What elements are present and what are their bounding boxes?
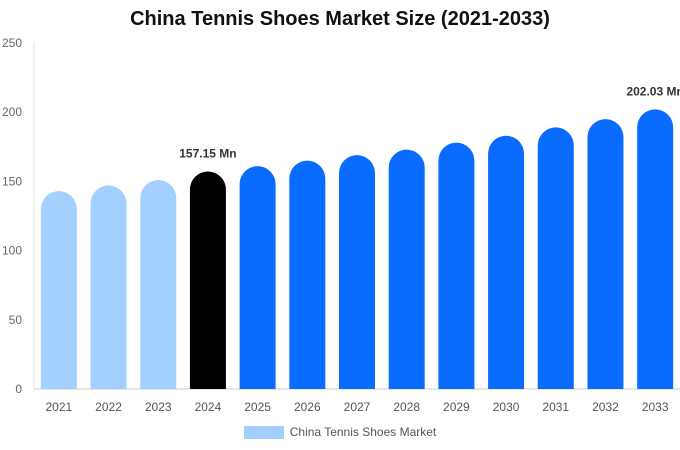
x-tick-label: 2031 [542, 400, 569, 414]
bar-2021 [40, 191, 77, 389]
bar-2027 [339, 155, 375, 389]
x-tick-label: 2022 [95, 400, 122, 414]
bar-2033 [637, 109, 674, 390]
bar-2028 [388, 149, 425, 389]
bar-2025 [239, 166, 276, 389]
x-tick-label: 2023 [145, 400, 172, 414]
x-tick-label: 2021 [45, 400, 72, 414]
bar-2022 [90, 185, 127, 389]
data-label: 157.15 Mn [179, 147, 236, 161]
bar-chart: 0 50 100 150 200 250 2021 2022 2023 2024 2025 2026 2… [2, 36, 680, 414]
bar-2023 [140, 180, 177, 389]
x-tick-label: 2032 [592, 400, 619, 414]
y-tick-label: 50 [9, 313, 23, 327]
bar-2031 [537, 127, 574, 389]
bar-2026 [289, 160, 326, 389]
x-tick-label: 2024 [195, 400, 222, 414]
y-tick-label: 150 [2, 174, 22, 188]
chart-title: China Tennis Shoes Market Size (2021-203… [130, 8, 550, 30]
data-label: 202.03 Mn [626, 84, 680, 98]
legend: China Tennis Shoes Market [0, 425, 680, 439]
x-tick-label: 2027 [344, 400, 371, 414]
x-tick-label: 2029 [443, 400, 470, 414]
legend-swatch [243, 425, 284, 439]
x-tick-label: 2030 [493, 400, 520, 414]
y-tick-label: 100 [2, 244, 22, 258]
x-tick-label: 2033 [642, 400, 669, 414]
x-tick-label: 2025 [244, 400, 271, 414]
x-tick-label: 2026 [294, 400, 321, 414]
bar-2029 [438, 142, 475, 389]
y-tick-label: 0 [15, 382, 22, 396]
x-tick-label: 2028 [393, 400, 420, 414]
legend-label: China Tennis Shoes Market [289, 425, 437, 439]
bar-2024 [189, 171, 226, 389]
y-tick-label: 250 [2, 36, 22, 50]
bar-2032 [587, 119, 624, 389]
y-tick-label: 200 [2, 105, 22, 119]
bar-2030 [488, 135, 525, 389]
